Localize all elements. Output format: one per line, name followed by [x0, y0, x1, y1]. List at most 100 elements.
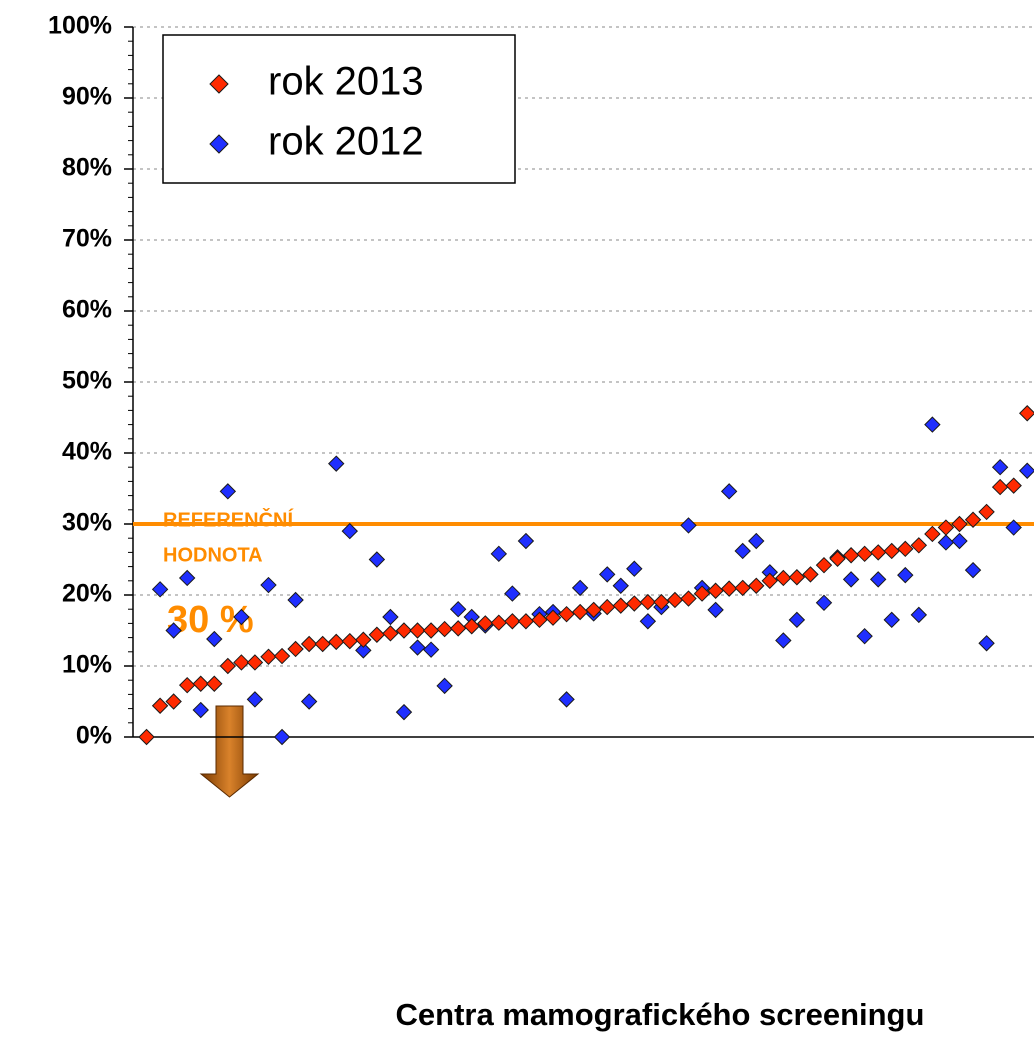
y-tick-label: 50%	[62, 367, 112, 395]
data-point	[612, 597, 629, 614]
data-point	[924, 416, 941, 433]
data-point	[151, 581, 169, 598]
data-point	[639, 593, 657, 611]
data-point	[883, 611, 900, 629]
data-point	[165, 693, 182, 710]
y-tick-label: 60%	[62, 296, 112, 324]
y-tick-label: 10%	[62, 651, 112, 679]
y-tick-label: 40%	[62, 438, 112, 466]
data-point	[775, 632, 792, 649]
data-point	[599, 598, 616, 616]
data-point	[571, 603, 589, 621]
data-point	[314, 635, 331, 653]
data-point	[206, 675, 223, 692]
data-point	[1005, 477, 1022, 494]
data-point	[802, 566, 819, 583]
data-point	[788, 569, 806, 586]
data-point	[1019, 405, 1034, 422]
data-point	[273, 728, 291, 746]
data-point	[599, 566, 616, 583]
data-point	[382, 608, 399, 626]
data-point	[897, 540, 914, 558]
data-point	[206, 630, 223, 648]
data-point	[964, 511, 982, 528]
data-point	[883, 542, 900, 560]
data-point	[815, 594, 833, 612]
data-point	[978, 635, 995, 652]
data-point	[1019, 462, 1034, 479]
data-point	[219, 657, 237, 675]
data-point	[978, 503, 995, 521]
reference-text: HODNOTA	[163, 544, 263, 566]
data-point	[815, 556, 833, 574]
data-point	[395, 622, 413, 639]
data-point	[1005, 519, 1022, 536]
data-point	[328, 633, 345, 651]
data-point	[842, 571, 860, 588]
data-point	[626, 595, 643, 612]
data-point	[178, 676, 196, 694]
data-point	[463, 618, 480, 635]
data-point	[951, 532, 968, 550]
data-point	[775, 569, 792, 587]
data-point	[558, 691, 575, 708]
data-point	[761, 572, 779, 590]
legend-marker	[209, 134, 229, 154]
data-point	[734, 579, 751, 597]
data-point	[341, 632, 358, 650]
data-point	[287, 591, 304, 609]
data-point	[666, 591, 684, 609]
data-point	[707, 582, 724, 599]
data-point	[734, 542, 751, 560]
data-point	[422, 622, 440, 639]
data-point	[178, 569, 196, 587]
data-point	[653, 593, 670, 611]
y-tick-label: 90%	[62, 83, 112, 111]
data-point	[680, 517, 697, 534]
data-point	[937, 534, 955, 551]
data-point	[368, 626, 386, 643]
data-point	[829, 550, 846, 567]
data-point	[720, 483, 738, 500]
data-point	[788, 611, 806, 629]
data-point	[531, 611, 548, 629]
data-point	[246, 691, 264, 708]
data-point	[544, 609, 562, 626]
data-point	[233, 654, 250, 671]
data-point	[273, 647, 291, 665]
data-point	[680, 590, 697, 607]
data-point	[409, 639, 426, 656]
data-point	[192, 675, 209, 692]
data-point	[449, 620, 467, 637]
data-point	[368, 551, 386, 568]
data-point	[422, 641, 440, 658]
data-point	[449, 600, 467, 618]
data-point	[571, 579, 589, 597]
y-tick-label: 20%	[62, 580, 112, 608]
data-point	[707, 601, 724, 619]
data-point	[924, 525, 941, 543]
data-point	[192, 701, 209, 719]
data-point	[355, 642, 372, 659]
data-point	[517, 613, 535, 630]
data-point	[300, 635, 318, 653]
data-point	[395, 703, 413, 721]
data-point	[951, 515, 968, 533]
reference-text: REFERENČNÍ	[163, 507, 293, 531]
data-point	[991, 478, 1009, 496]
data-point	[287, 640, 304, 658]
data-point	[436, 677, 453, 695]
data-point	[991, 458, 1009, 476]
legend-marker	[209, 74, 229, 94]
down-arrow	[199, 705, 260, 798]
data-point	[964, 561, 982, 579]
data-point	[138, 728, 155, 746]
data-point	[748, 577, 765, 594]
data-point	[937, 519, 955, 536]
data-point	[165, 622, 182, 639]
data-point	[436, 620, 453, 638]
data-point	[233, 608, 250, 626]
legend-label: rok 2013	[268, 60, 424, 104]
